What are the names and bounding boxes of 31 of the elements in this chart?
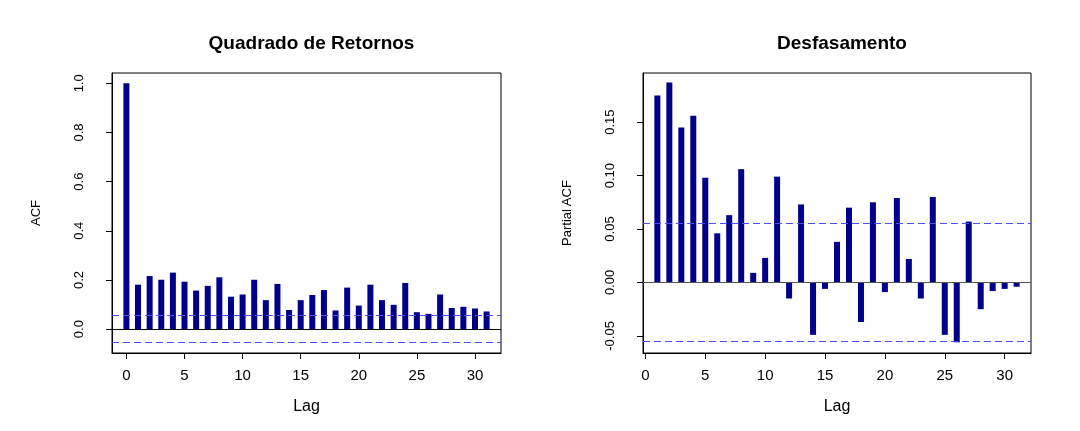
x-tick-label: 0 xyxy=(122,366,131,383)
x-tick-label: 25 xyxy=(408,366,426,383)
y-tick-label: -0.05 xyxy=(602,321,617,351)
x-tick-label: 25 xyxy=(936,366,954,383)
x-tick-label: 5 xyxy=(701,366,710,383)
x-axis-title: Lag xyxy=(293,396,320,414)
y-tick-label: 0.10 xyxy=(602,162,617,189)
chart-title: Desfasamento xyxy=(777,32,907,53)
x-tick-label: 5 xyxy=(180,366,189,383)
x-tick-label: 10 xyxy=(234,366,251,383)
y-tick-label: 0.00 xyxy=(602,269,617,296)
y-tick-label: 1.0 xyxy=(71,74,86,93)
chart-title: Quadrado de Retornos xyxy=(208,32,415,53)
y-tick-label: 0.05 xyxy=(602,216,617,242)
y-tick-label: 0.15 xyxy=(602,109,617,135)
x-tick-label: 15 xyxy=(292,366,310,383)
x-axis-title: Lag xyxy=(823,396,851,414)
x-tick-label: 30 xyxy=(466,366,484,383)
x-tick-label: 20 xyxy=(876,366,894,383)
y-axis-title: Partial ACF xyxy=(559,180,574,246)
x-tick-label: 15 xyxy=(816,366,834,383)
y-tick-label: 0.0 xyxy=(71,320,86,339)
y-tick-label: 0.2 xyxy=(71,270,86,290)
x-tick-label: 10 xyxy=(756,366,774,383)
y-tick-label: 0.6 xyxy=(71,172,86,191)
x-tick-label: 20 xyxy=(350,366,368,383)
x-tick-label: 0 xyxy=(641,366,650,383)
x-tick-label: 30 xyxy=(996,366,1013,383)
y-axis-title: ACF xyxy=(28,199,43,226)
y-tick-label: 0.4 xyxy=(71,221,86,240)
y-tick-label: 0.8 xyxy=(71,123,86,142)
